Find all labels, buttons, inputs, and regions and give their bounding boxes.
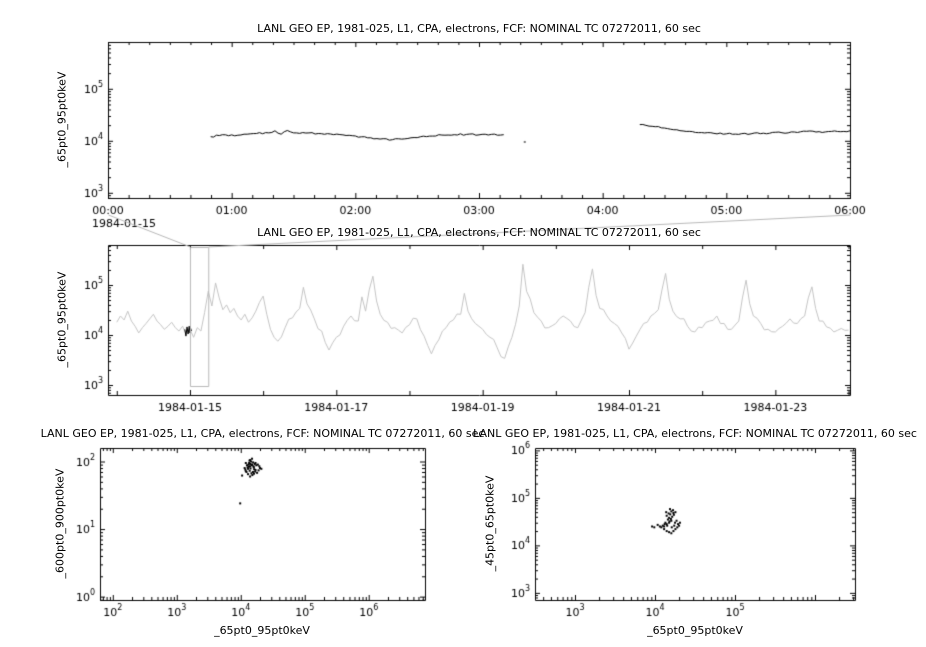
panel3-xlabel: _65pt0_95pt0keV (214, 624, 310, 637)
panel4-xlabel: _65pt0_95pt0keV (647, 624, 743, 637)
panel1-ylabel: _65pt0_95pt0keV (55, 71, 69, 168)
panel1-title: LANL GEO EP, 1981-025, L1, CPA, electron… (257, 22, 701, 35)
panel2-title: LANL GEO EP, 1981-025, L1, CPA, electron… (257, 226, 701, 239)
panel3-title: LANL GEO EP, 1981-025, L1, CPA, electron… (40, 427, 485, 440)
panel2-ylabel: _65pt0_95pt0keV (55, 271, 69, 368)
panel4-ylabel: _45pt0_65pt0keV (483, 475, 497, 572)
panel4-title: LANL GEO EP, 1981-025, L1, CPA, electron… (473, 427, 917, 440)
panel3-ylabel: _600pt0_900pt0keV (53, 468, 67, 579)
